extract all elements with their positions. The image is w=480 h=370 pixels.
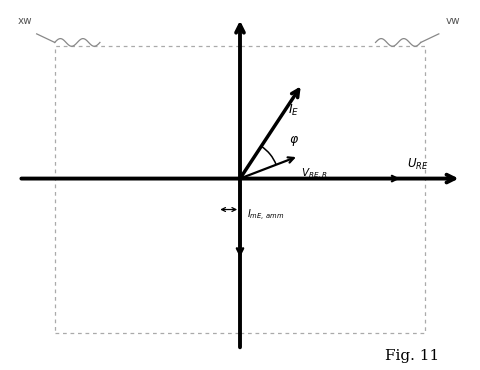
Text: $I_E$: $I_E$ xyxy=(288,103,299,118)
Text: xw: xw xyxy=(18,16,32,26)
Text: $V_{RE,R}$: $V_{RE,R}$ xyxy=(301,167,328,182)
Text: vw: vw xyxy=(445,16,460,26)
Text: $\varphi$: $\varphi$ xyxy=(289,134,299,148)
Text: $U_{RE}$: $U_{RE}$ xyxy=(407,157,429,172)
Text: Fig. 11: Fig. 11 xyxy=(384,349,439,363)
Text: $I_{mE,\,amm}$: $I_{mE,\,amm}$ xyxy=(247,208,284,223)
